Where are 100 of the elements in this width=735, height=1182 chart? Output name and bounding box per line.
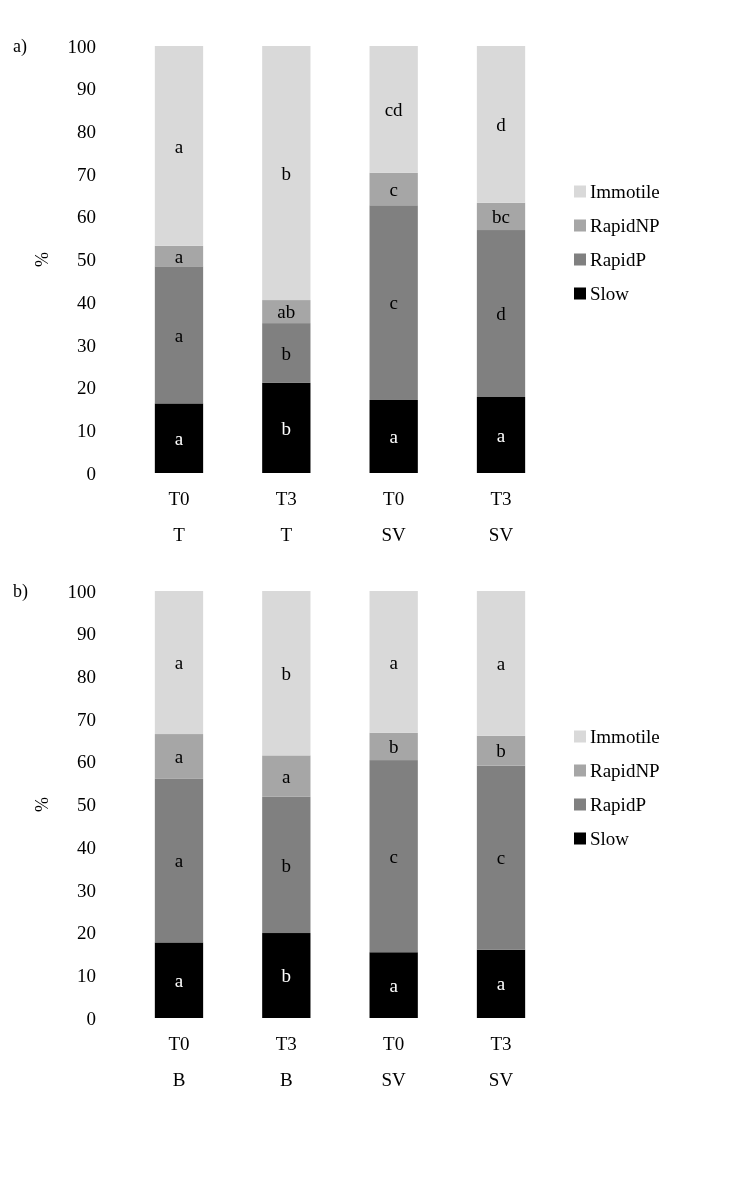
bar xyxy=(476,230,526,397)
data-label: a xyxy=(174,245,184,267)
data-label: b xyxy=(281,417,292,439)
data-label: c xyxy=(389,178,398,200)
data-label: cd xyxy=(384,99,404,121)
bar xyxy=(369,591,418,733)
bar xyxy=(369,732,418,761)
bar xyxy=(476,396,526,473)
bar xyxy=(262,382,311,473)
x-tick-label: T3 SV xyxy=(488,1033,514,1091)
y-tick-label: 20 xyxy=(77,377,96,399)
legend-label: Slow xyxy=(590,828,630,850)
bar xyxy=(262,591,311,756)
data-label: a xyxy=(496,973,506,995)
bar xyxy=(476,46,526,203)
y-tick-label: 90 xyxy=(77,623,96,645)
x-tick-label: T0 B xyxy=(168,1033,190,1091)
data-label: d xyxy=(496,303,507,325)
data-label: c xyxy=(389,845,398,867)
bar xyxy=(476,765,526,950)
bar xyxy=(369,205,418,400)
data-label: b xyxy=(281,854,292,876)
data-label: ab xyxy=(277,301,296,323)
data-label: a xyxy=(174,850,184,872)
x-tick-label: T3 B xyxy=(275,1033,297,1091)
y-tick-label: 70 xyxy=(77,163,96,185)
data-label: b xyxy=(496,740,506,762)
y-axis-title: % xyxy=(32,797,52,812)
data-label: a xyxy=(174,652,184,674)
bar xyxy=(369,760,418,953)
legend-label: RapidNP xyxy=(590,215,660,237)
y-tick-label: 90 xyxy=(77,78,96,100)
data-label: a xyxy=(174,427,184,449)
bar xyxy=(262,46,311,301)
bar xyxy=(476,735,526,766)
legend-label: RapidNP xyxy=(590,760,660,782)
y-tick-label: 30 xyxy=(77,334,96,356)
x-tick-label: T0 T xyxy=(168,488,190,546)
y-tick-label: 40 xyxy=(77,291,96,313)
data-label: a xyxy=(389,426,399,448)
y-tick-label: 100 xyxy=(67,35,96,57)
y-tick-label: 100 xyxy=(67,580,96,602)
y-tick-label: 60 xyxy=(77,206,96,228)
data-label: b xyxy=(281,162,292,184)
bar xyxy=(154,245,204,267)
chart-title: b) xyxy=(13,581,28,603)
bar xyxy=(369,399,418,473)
data-label: a xyxy=(389,651,399,673)
bar xyxy=(369,172,418,206)
bar xyxy=(476,591,526,736)
data-label: b xyxy=(281,965,292,987)
y-tick-label: 70 xyxy=(77,708,96,730)
data-label: a xyxy=(389,974,399,996)
y-tick-label: 20 xyxy=(77,922,96,944)
x-tick-label: T0 SV xyxy=(381,488,407,546)
data-label: b xyxy=(281,662,292,684)
data-label: a xyxy=(174,969,184,991)
legend-label: RapidP xyxy=(590,249,646,271)
bar xyxy=(262,755,311,797)
bar xyxy=(262,933,311,1018)
chart-title: a) xyxy=(13,36,27,58)
y-tick-label: 60 xyxy=(77,751,96,773)
y-tick-label: 0 xyxy=(86,1007,96,1029)
data-label: bc xyxy=(492,206,510,228)
legend-label: Immotile xyxy=(590,181,660,203)
bar xyxy=(476,949,526,1018)
data-label: b xyxy=(281,342,292,364)
data-label: d xyxy=(496,114,507,135)
data-label: a xyxy=(496,653,506,675)
data-label: b xyxy=(388,736,399,758)
y-tick-label: 50 xyxy=(77,794,96,816)
bar xyxy=(369,46,418,173)
y-tick-label: 80 xyxy=(77,666,96,688)
data-label: c xyxy=(389,292,398,314)
data-label: a xyxy=(174,746,184,768)
bar xyxy=(154,734,204,779)
legend-label: RapidP xyxy=(590,794,646,816)
x-tick-label: T3 T xyxy=(275,488,297,546)
y-tick-label: 0 xyxy=(86,462,96,484)
y-tick-label: 50 xyxy=(77,249,96,271)
y-tick-label: 40 xyxy=(77,836,96,858)
y-tick-label: 10 xyxy=(77,419,96,441)
bar xyxy=(154,46,204,246)
bar xyxy=(262,323,311,383)
bar xyxy=(154,266,204,404)
bar xyxy=(154,591,204,735)
bar xyxy=(476,202,526,231)
bar xyxy=(369,952,418,1018)
y-axis-title: % xyxy=(32,252,52,267)
x-tick-label: T0 SV xyxy=(381,1033,407,1091)
bar xyxy=(262,796,311,934)
x-tick-label: T3 SV xyxy=(488,488,514,546)
data-label: a xyxy=(174,135,184,157)
bar xyxy=(154,778,204,943)
y-tick-label: 10 xyxy=(77,964,96,986)
bar xyxy=(154,403,204,473)
bar xyxy=(154,942,204,1018)
legend-label: Slow xyxy=(590,283,630,305)
y-tick-label: 80 xyxy=(77,121,96,143)
data-label: a xyxy=(174,324,184,346)
